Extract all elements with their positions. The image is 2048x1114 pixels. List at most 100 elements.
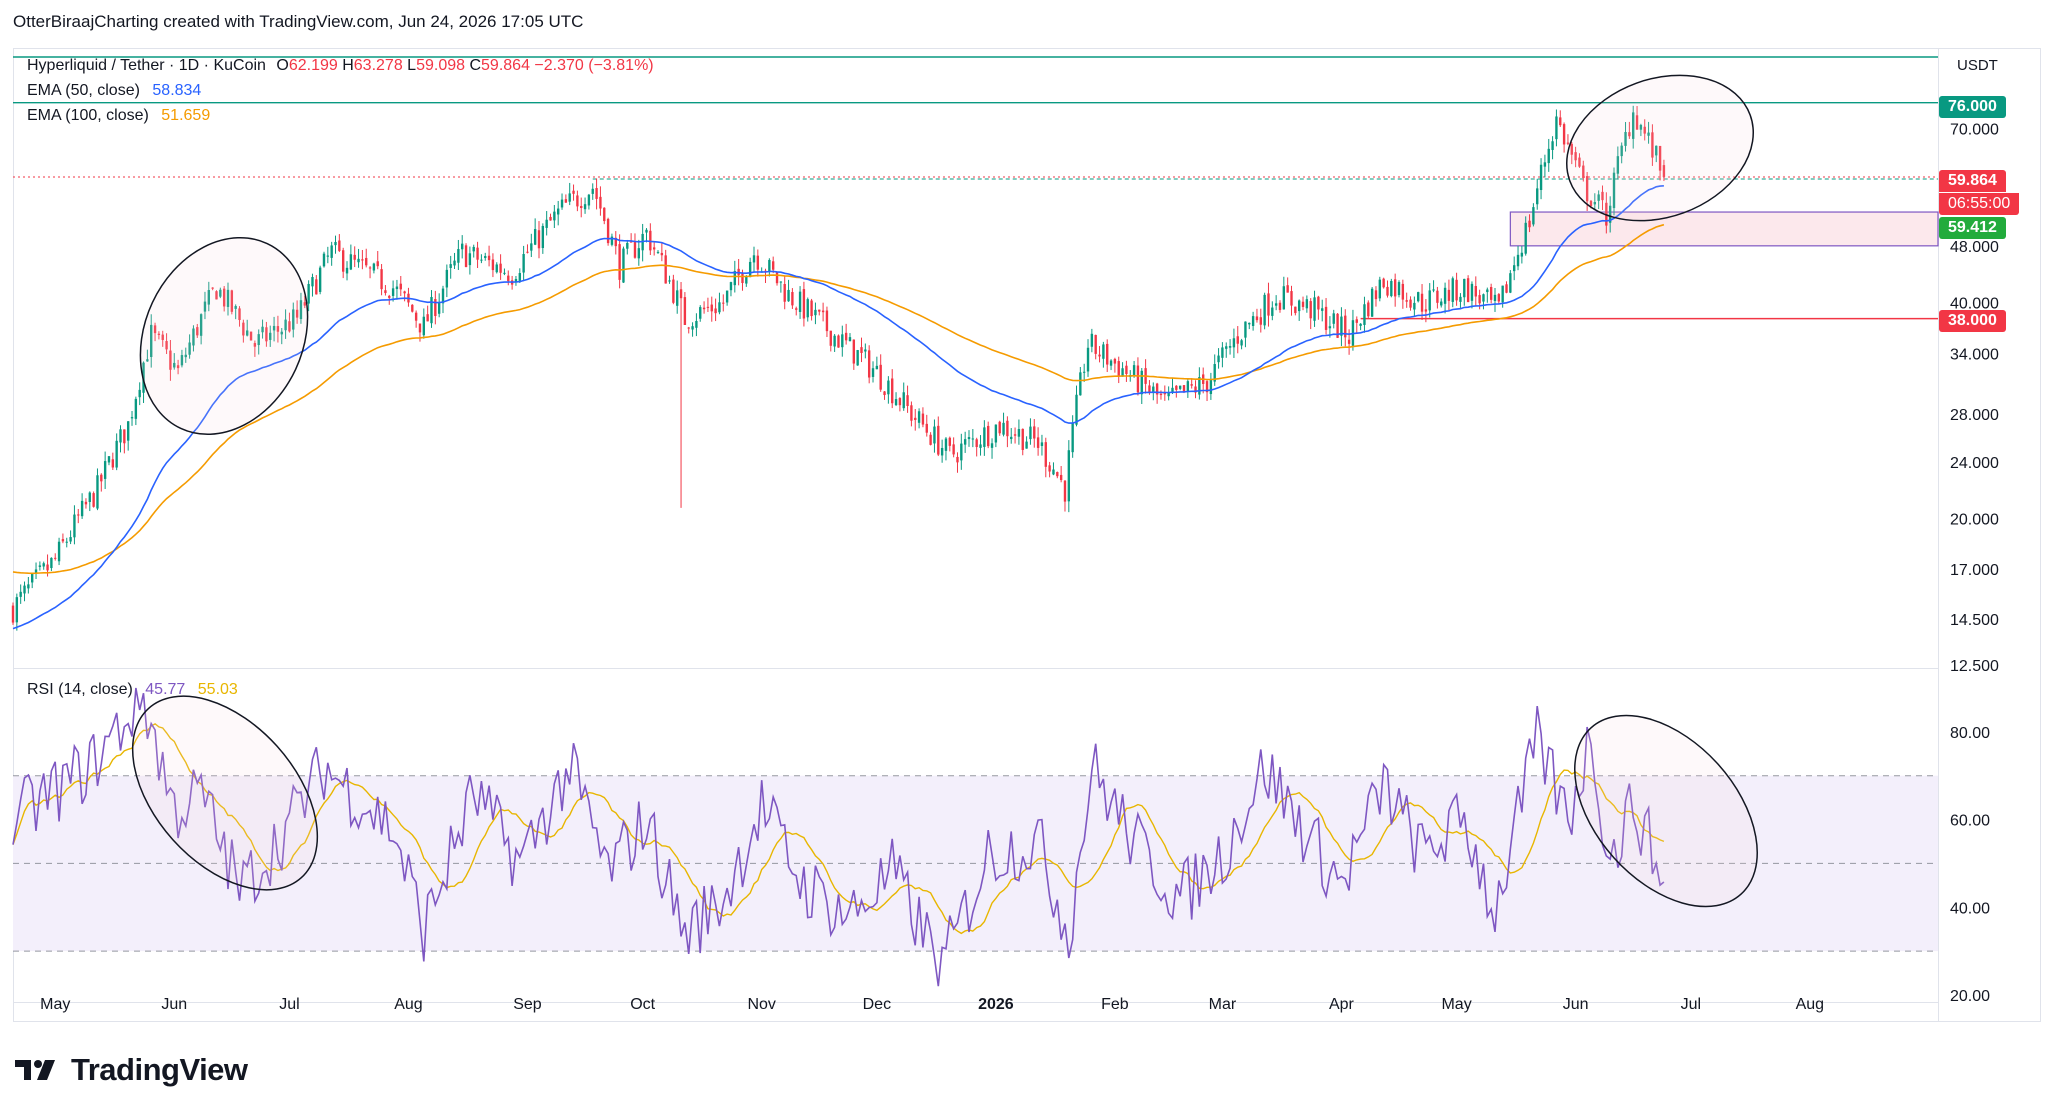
candle-body <box>837 335 840 348</box>
candle-body <box>334 241 337 246</box>
candle-body <box>468 253 472 266</box>
candle-body <box>1217 355 1220 363</box>
high-value: 63.278 <box>353 57 403 74</box>
candle-body <box>741 273 744 284</box>
candle-body <box>591 188 594 194</box>
currency-label[interactable]: USDT <box>1957 57 1998 74</box>
candle-body <box>556 208 560 215</box>
candle-body <box>1067 450 1071 502</box>
candle-body <box>1255 316 1259 321</box>
ema50-legend-row[interactable]: EMA (50, close) 58.834 <box>27 78 654 103</box>
chart-frame[interactable] <box>13 48 2041 1022</box>
candle-body <box>1347 339 1351 344</box>
candle-body <box>1102 344 1105 359</box>
time-tick-label: Jun <box>1563 996 1589 1013</box>
ema50-line <box>12 185 1664 630</box>
axis-labels: 70.000 48.000 40.000 34.000 28.000 24.000 20.0… <box>40 121 1999 1013</box>
candle-body <box>1582 165 1585 179</box>
candle-body <box>1240 340 1243 346</box>
tradingview-brand: TradingView <box>71 1052 248 1087</box>
candle-body <box>772 261 775 270</box>
candle-body <box>533 229 537 245</box>
candle-body <box>1505 284 1508 293</box>
candle-body <box>729 282 733 291</box>
candle-body <box>507 275 510 282</box>
price-tick-label: 24.000 <box>1950 455 1999 472</box>
candle-body <box>1662 165 1666 178</box>
candle-body <box>176 365 180 369</box>
horizontal-lines[interactable] <box>13 56 1938 320</box>
ema100-legend-row[interactable]: EMA (100, close) 51.659 <box>27 103 654 128</box>
candle-body <box>1017 429 1021 437</box>
ema50-label: EMA (50, close) <box>27 82 140 99</box>
candle-body <box>768 259 771 272</box>
ema100-label: EMA (100, close) <box>27 107 149 124</box>
candle-body <box>1209 379 1213 395</box>
rsi-value: 45.77 <box>145 681 186 698</box>
candle-body <box>330 245 333 258</box>
open-label: O <box>276 57 289 74</box>
candle-body <box>699 307 702 319</box>
candle-body <box>476 247 479 260</box>
change-value: −2.370 (−3.81%) <box>534 57 654 74</box>
candle-body <box>1651 132 1654 158</box>
candle-body <box>1205 381 1209 393</box>
candle-body <box>1267 293 1270 316</box>
candle-body <box>1440 301 1443 306</box>
candle-body <box>1536 188 1539 205</box>
candle-body <box>84 501 88 505</box>
time-tick-label: Sep <box>513 996 542 1013</box>
candle-body <box>1248 322 1251 325</box>
candle-body <box>1182 385 1186 392</box>
candle-body <box>894 399 898 406</box>
candle-body <box>126 421 130 441</box>
candle-body <box>1601 191 1604 201</box>
candle-body <box>1228 346 1232 348</box>
demand-zone-box[interactable] <box>1509 211 1939 247</box>
candle-body <box>595 188 598 199</box>
candle-body <box>821 310 825 313</box>
tradingview-footer[interactable]: TradingView <box>15 1052 248 1088</box>
candle-body <box>1409 299 1412 308</box>
candle-body <box>714 308 717 314</box>
candle-body <box>1570 143 1573 155</box>
candle-body <box>633 241 637 258</box>
candle-body <box>710 304 713 312</box>
last-price-badge: 59.864 <box>1939 170 2006 192</box>
candle-body <box>1574 152 1577 161</box>
candle-body <box>948 437 951 446</box>
chart-legend: Hyperliquid / Tether · 1D · KuCoin O62.1… <box>27 53 654 128</box>
symbol-legend-row[interactable]: Hyperliquid / Tether · 1D · KuCoin O62.1… <box>27 53 654 78</box>
time-tick-label: 2026 <box>978 996 1014 1013</box>
candle-body <box>434 299 437 317</box>
candle-body <box>1006 420 1009 437</box>
candle-body <box>315 279 318 295</box>
candle-body <box>864 349 867 352</box>
candle-body <box>614 237 617 247</box>
candle-body <box>242 322 245 336</box>
candle-body <box>1528 220 1531 228</box>
candle-body <box>1271 307 1274 316</box>
candle-body <box>269 332 272 340</box>
annotation-ellipses[interactable] <box>97 50 1793 941</box>
candle-body <box>188 342 191 355</box>
rsi-legend-row[interactable]: RSI (14, close) 45.77 55.03 <box>27 681 238 699</box>
candle-body <box>791 292 794 306</box>
candle-body <box>687 327 690 329</box>
candle-body <box>733 271 736 286</box>
rsi-tick-label: 60.00 <box>1950 813 1990 830</box>
candle-body <box>1082 371 1086 373</box>
price-tick-label: 12.500 <box>1950 658 1999 675</box>
candle-body <box>787 289 790 302</box>
candle-body <box>1432 289 1435 291</box>
candle-body <box>1286 285 1289 293</box>
candle-body <box>1052 469 1055 475</box>
candle-body <box>353 254 356 260</box>
candle-body <box>100 474 103 482</box>
candle-body <box>891 378 894 404</box>
candle-body <box>73 514 76 538</box>
candle-body <box>1321 308 1324 311</box>
candle-body <box>380 269 383 290</box>
candle-body <box>295 309 299 318</box>
